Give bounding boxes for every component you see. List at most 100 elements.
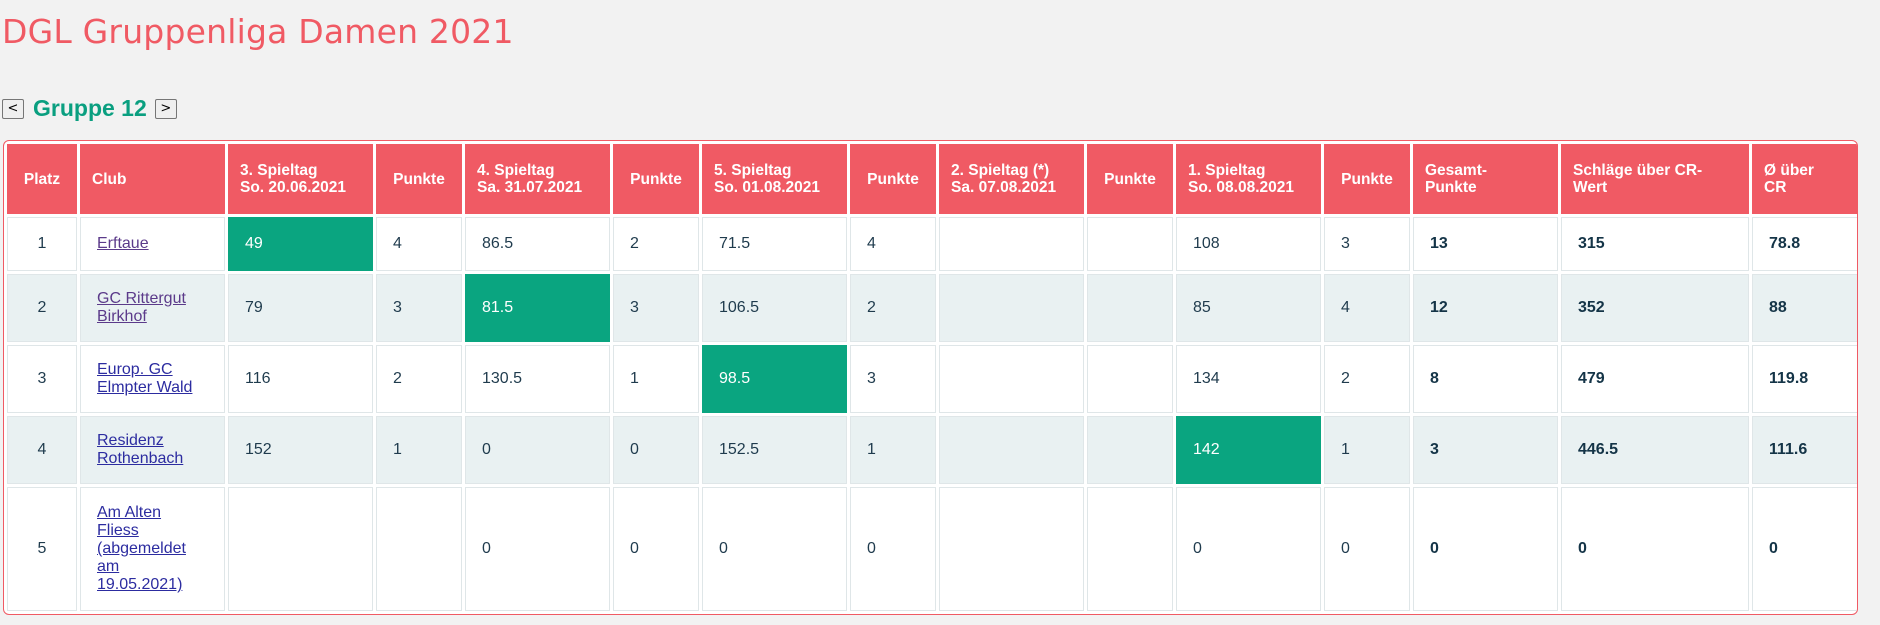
table-row: 4 Residenz Rothenbach 152 1 0 0 152.5 1 1… [7,416,1857,484]
strokes-over-cr-cell: 315 [1561,217,1749,271]
group-navigation: < Gruppe 12 > [2,95,177,122]
score-cell-best: 49 [228,217,373,271]
header-punkte: Punkte [613,144,699,214]
strokes-over-cr-cell: 446.5 [1561,416,1749,484]
total-points-cell: 12 [1413,274,1558,342]
points-cell: 1 [613,345,699,413]
points-cell: 3 [613,274,699,342]
prev-group-button[interactable]: < [2,98,24,119]
score-cell: 130.5 [465,345,610,413]
standings-table: Platz Club 3. Spieltag So. 20.06.2021 Pun… [4,141,1857,614]
club-cell: Residenz Rothenbach [80,416,225,484]
header-club: Club [80,144,225,214]
club-link-am-alten-fliess[interactable]: Am Alten Fliess (abgemeldet am 19.05.2021) [97,504,186,593]
score-cell: 85 [1176,274,1321,342]
standings-table-container: Platz Club 3. Spieltag So. 20.06.2021 Pun… [3,140,1858,615]
platz-cell: 5 [7,487,77,611]
points-cell: 2 [376,345,462,413]
header-punkte: Punkte [376,144,462,214]
header-schlaege-ueber-cr: Schläge über CR- Wert [1561,144,1749,214]
table-header-row: Platz Club 3. Spieltag So. 20.06.2021 Pun… [7,144,1857,214]
score-cell [939,416,1084,484]
points-cell [1087,345,1173,413]
score-cell: 106.5 [702,274,847,342]
points-cell [1087,416,1173,484]
header-spieltag-5: 5. Spieltag So. 01.08.2021 [702,144,847,214]
platz-cell: 2 [7,274,77,342]
points-cell: 3 [376,274,462,342]
club-link-erftaue[interactable]: Erftaue [97,235,149,252]
next-group-button[interactable]: > [154,98,177,119]
points-cell: 4 [1324,274,1410,342]
header-spieltag-1: 1. Spieltag So. 08.08.2021 [1176,144,1321,214]
score-cell [939,274,1084,342]
score-cell: 134 [1176,345,1321,413]
score-cell: 0 [465,416,610,484]
club-cell: GC Rittergut Birkhof [80,274,225,342]
score-cell: 108 [1176,217,1321,271]
points-cell [376,487,462,611]
strokes-over-cr-cell: 352 [1561,274,1749,342]
score-cell: 86.5 [465,217,610,271]
header-durchschnitt-cr: Ø über CR [1752,144,1857,214]
strokes-over-cr-cell: 0 [1561,487,1749,611]
score-cell [939,345,1084,413]
avg-over-cr-cell: 111.6 [1752,416,1857,484]
score-cell-best: 142 [1176,416,1321,484]
club-cell: Erftaue [80,217,225,271]
score-cell [939,487,1084,611]
avg-over-cr-cell: 119.8 [1752,345,1857,413]
header-gesamt-punkte: Gesamt- Punkte [1413,144,1558,214]
header-spieltag-3: 3. Spieltag So. 20.06.2021 [228,144,373,214]
points-cell: 3 [850,345,936,413]
table-row: 3 Europ. GC Elmpter Wald 116 2 130.5 1 98… [7,345,1857,413]
header-punkte: Punkte [850,144,936,214]
score-cell: 71.5 [702,217,847,271]
points-cell: 0 [613,416,699,484]
points-cell: 3 [1324,217,1410,271]
score-cell: 116 [228,345,373,413]
points-cell: 2 [850,274,936,342]
points-cell [1087,217,1173,271]
header-spieltag-4: 4. Spieltag Sa. 31.07.2021 [465,144,610,214]
group-title: Gruppe 12 [33,95,147,121]
table-row: 5 Am Alten Fliess (abgemeldet am 19.05.2021)… [7,487,1857,611]
points-cell: 1 [850,416,936,484]
header-punkte: Punkte [1324,144,1410,214]
header-platz: Platz [7,144,77,214]
strokes-over-cr-cell: 479 [1561,345,1749,413]
club-link-europ-gc-elmpter-wald[interactable]: Europ. GC Elmpter Wald [97,361,193,396]
points-cell [1087,487,1173,611]
header-punkte: Punkte [1087,144,1173,214]
club-link-gc-rittergut-birkhof[interactable]: GC Rittergut Birkhof [97,290,186,325]
table-row: 2 GC Rittergut Birkhof 79 3 81.5 3 106.5 … [7,274,1857,342]
score-cell: 0 [1176,487,1321,611]
points-cell: 0 [613,487,699,611]
points-cell: 1 [1324,416,1410,484]
points-cell: 4 [376,217,462,271]
table-row: 1 Erftaue 49 4 86.5 2 71.5 4 108 3 13 31… [7,217,1857,271]
platz-cell: 1 [7,217,77,271]
club-cell: Europ. GC Elmpter Wald [80,345,225,413]
points-cell: 0 [850,487,936,611]
score-cell-best: 98.5 [702,345,847,413]
score-cell: 79 [228,274,373,342]
total-points-cell: 13 [1413,217,1558,271]
points-cell: 2 [1324,345,1410,413]
score-cell: 0 [702,487,847,611]
points-cell [1087,274,1173,342]
club-cell: Am Alten Fliess (abgemeldet am 19.05.2021) [80,487,225,611]
score-cell: 152.5 [702,416,847,484]
avg-over-cr-cell: 0 [1752,487,1857,611]
club-link-residenz-rothenbach[interactable]: Residenz Rothenbach [97,432,184,467]
score-cell: 152 [228,416,373,484]
points-cell: 2 [613,217,699,271]
avg-over-cr-cell: 78.8 [1752,217,1857,271]
total-points-cell: 8 [1413,345,1558,413]
page-title: DGL Gruppenliga Damen 2021 [2,12,514,51]
score-cell [939,217,1084,271]
points-cell: 0 [1324,487,1410,611]
points-cell: 1 [376,416,462,484]
avg-over-cr-cell: 88 [1752,274,1857,342]
total-points-cell: 3 [1413,416,1558,484]
